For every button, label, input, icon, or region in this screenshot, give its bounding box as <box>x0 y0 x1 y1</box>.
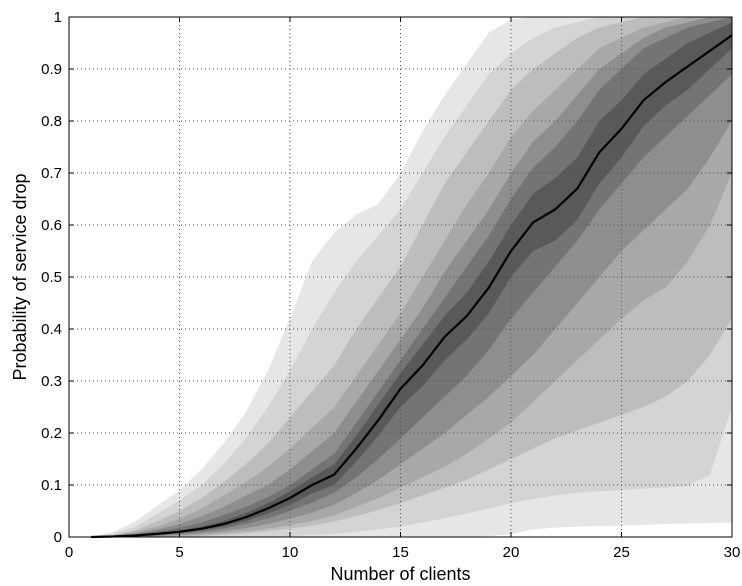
y-tick-label: 0.6 <box>41 217 62 234</box>
y-tick-label: 0.8 <box>41 113 62 130</box>
x-tick-label: 5 <box>175 544 183 561</box>
x-tick-label: 30 <box>724 544 741 561</box>
y-tick-label: 0.3 <box>41 373 62 390</box>
y-axis-label: Probability of service drop <box>10 173 30 380</box>
y-tick-label: 0.1 <box>41 477 62 494</box>
y-tick-label: 0 <box>54 529 62 546</box>
y-tick-label: 0.2 <box>41 425 62 442</box>
x-axis-label: Number of clients <box>330 564 470 584</box>
y-tick-label: 0.7 <box>41 165 62 182</box>
x-tick-label: 10 <box>282 544 299 561</box>
y-tick-label: 0.9 <box>41 61 62 78</box>
y-tick-label: 0.4 <box>41 321 62 338</box>
x-tick-label: 20 <box>503 544 520 561</box>
y-tick-label: 0.5 <box>41 269 62 286</box>
x-tick-label: 25 <box>613 544 630 561</box>
x-tick-label: 15 <box>392 544 409 561</box>
x-tick-label: 0 <box>65 544 73 561</box>
percentile-bands <box>91 17 732 537</box>
y-tick-label: 1 <box>54 9 62 26</box>
